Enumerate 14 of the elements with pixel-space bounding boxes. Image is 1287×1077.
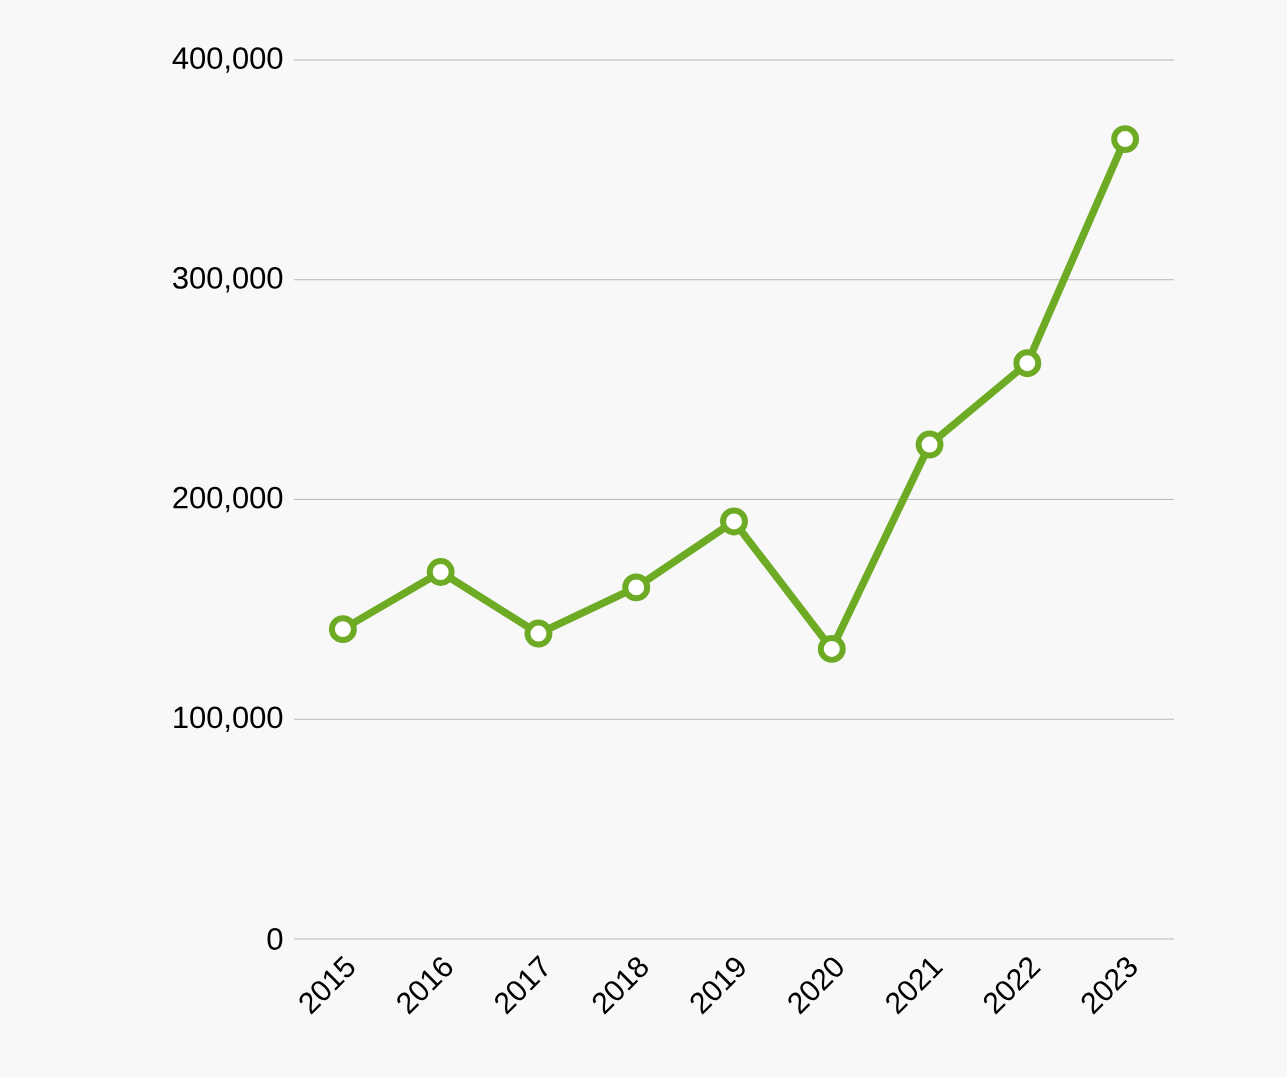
point bbox=[1111, 125, 1140, 154]
y-tick-label: 200,000 bbox=[173, 486, 283, 513]
point bbox=[328, 615, 357, 644]
point bbox=[524, 619, 553, 648]
y-tick-label: 300,000 bbox=[173, 266, 283, 293]
y-tick-label: 400,000 bbox=[172, 47, 283, 73]
point bbox=[1013, 349, 1042, 378]
point bbox=[720, 507, 748, 536]
y-tick-label: 100,000 bbox=[174, 706, 283, 732]
point bbox=[915, 430, 944, 459]
point bbox=[426, 558, 455, 586]
point bbox=[817, 634, 846, 663]
y-tick-label: 0 bbox=[267, 928, 283, 950]
point bbox=[622, 573, 651, 602]
